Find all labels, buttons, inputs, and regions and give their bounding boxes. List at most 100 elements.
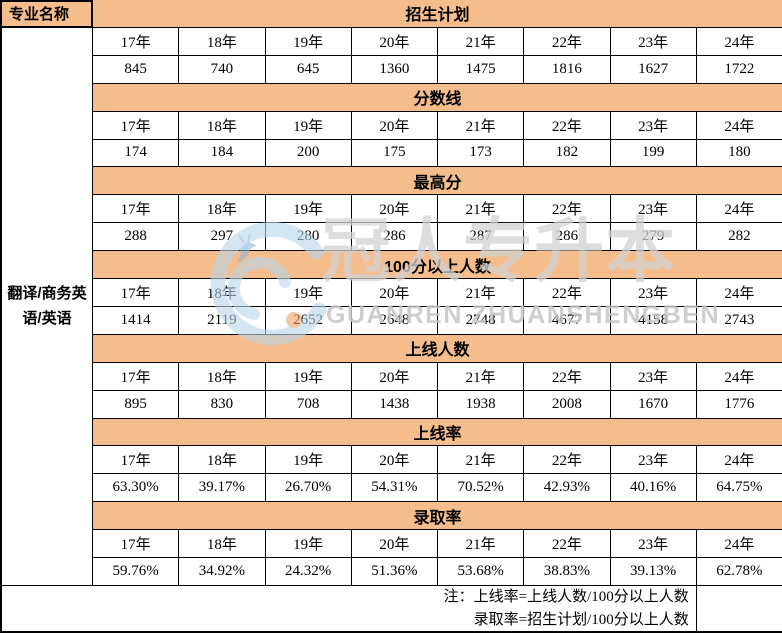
year-header-cell: 24年	[696, 446, 782, 474]
note-line: 注：上线率=上线人数/100分以上人数	[443, 589, 689, 605]
year-header-cell: 22年	[524, 446, 610, 474]
year-header-cell: 20年	[351, 111, 437, 139]
year-header-cell: 22年	[524, 195, 610, 223]
year-header-cell: 17年	[93, 279, 179, 306]
value-cell: 286	[351, 223, 437, 251]
year-header-cell: 24年	[696, 279, 782, 306]
value-cell: 175	[351, 139, 437, 167]
value-cell: 740	[179, 55, 265, 83]
year-header-cell: 24年	[696, 111, 782, 139]
year-header-cell: 17年	[93, 446, 179, 474]
value-cell: 2748	[438, 306, 524, 334]
value-cell: 24.32%	[265, 558, 351, 585]
note-line: 录取率=招生计划/100分以上人数	[473, 611, 689, 628]
year-header-cell: 19年	[265, 446, 351, 474]
value-cell: 26.70%	[265, 474, 351, 502]
value-cell: 63.30%	[93, 474, 179, 502]
year-header-cell: 23年	[610, 530, 696, 558]
value-cell: 184	[179, 139, 265, 167]
value-cell: 199	[610, 139, 696, 167]
value-cell: 180	[696, 139, 782, 167]
year-header-cell: 23年	[610, 195, 696, 223]
year-header-cell: 18年	[179, 27, 265, 55]
value-cell: 286	[524, 223, 610, 251]
year-header-cell: 20年	[351, 27, 437, 55]
year-header-cell: 21年	[438, 530, 524, 558]
year-header-cell: 22年	[524, 27, 610, 55]
value-cell: 62.78%	[696, 558, 782, 585]
year-header-cell: 21年	[438, 195, 524, 223]
section-title-cell: 上线率	[93, 418, 782, 446]
value-cell: 1816	[524, 55, 610, 83]
value-cell: 845	[93, 55, 179, 83]
value-cell: 282	[696, 223, 782, 251]
value-cell: 53.68%	[438, 558, 524, 585]
section-title-cell: 100分以上人数	[93, 251, 782, 279]
value-cell: 895	[93, 390, 179, 418]
year-header-cell: 22年	[524, 530, 610, 558]
year-header-cell: 18年	[179, 530, 265, 558]
value-cell: 1938	[438, 390, 524, 418]
year-header-cell: 18年	[179, 195, 265, 223]
year-header-cell: 20年	[351, 446, 437, 474]
value-cell: 174	[93, 139, 179, 167]
value-cell: 59.76%	[93, 558, 179, 585]
year-header-cell: 17年	[93, 362, 179, 390]
year-header-cell: 23年	[610, 27, 696, 55]
year-header-cell: 24年	[696, 27, 782, 55]
year-header-cell: 17年	[93, 530, 179, 558]
value-cell: 1776	[696, 390, 782, 418]
value-cell: 173	[438, 139, 524, 167]
year-header-cell: 23年	[610, 446, 696, 474]
empty-corner-cell	[696, 586, 782, 631]
value-cell: 34.92%	[179, 558, 265, 585]
year-header-cell: 18年	[179, 279, 265, 306]
year-header-cell: 17年	[93, 111, 179, 139]
value-cell: 4677	[524, 306, 610, 334]
year-header-cell: 19年	[265, 27, 351, 55]
value-cell: 64.75%	[696, 474, 782, 502]
value-cell: 645	[265, 55, 351, 83]
section-title-cell: 最高分	[93, 167, 782, 195]
value-cell: 1414	[93, 306, 179, 334]
year-header-cell: 21年	[438, 362, 524, 390]
value-cell: 38.83%	[524, 558, 610, 585]
year-header-cell: 21年	[438, 27, 524, 55]
year-header-cell: 19年	[265, 279, 351, 306]
year-header-cell: 24年	[696, 195, 782, 223]
value-cell: 40.16%	[610, 474, 696, 502]
value-cell: 1722	[696, 55, 782, 83]
year-header-cell: 19年	[265, 362, 351, 390]
year-header-cell: 22年	[524, 279, 610, 306]
value-cell: 4158	[610, 306, 696, 334]
value-cell: 1475	[438, 55, 524, 83]
value-cell: 279	[610, 223, 696, 251]
section-title-cell: 录取率	[93, 502, 782, 530]
year-header-cell: 21年	[438, 446, 524, 474]
notes-cell: 注：上线率=上线人数/100分以上人数录取率=招生计划/100分以上人数	[2, 586, 696, 631]
year-header-cell: 20年	[351, 362, 437, 390]
year-header-cell: 21年	[438, 111, 524, 139]
year-header-cell: 20年	[351, 279, 437, 306]
value-cell: 54.31%	[351, 474, 437, 502]
value-cell: 182	[524, 139, 610, 167]
value-cell: 2648	[351, 306, 437, 334]
year-header-cell: 18年	[179, 362, 265, 390]
year-header-cell: 19年	[265, 111, 351, 139]
value-cell: 2743	[696, 306, 782, 334]
major-name-cell: 翻译/商务英语/英语	[2, 27, 92, 585]
year-header-cell: 19年	[265, 195, 351, 223]
value-cell: 42.93%	[524, 474, 610, 502]
value-cell: 1360	[351, 55, 437, 83]
value-cell: 287	[438, 223, 524, 251]
year-header-cell: 22年	[524, 362, 610, 390]
year-header-cell: 17年	[93, 195, 179, 223]
section-title-cell: 上线人数	[93, 334, 782, 362]
major-name-header-cell: 专业名称	[2, 0, 92, 27]
value-cell: 2008	[524, 390, 610, 418]
section-title-cell: 招生计划	[93, 0, 782, 27]
value-cell: 830	[179, 390, 265, 418]
value-cell: 1438	[351, 390, 437, 418]
